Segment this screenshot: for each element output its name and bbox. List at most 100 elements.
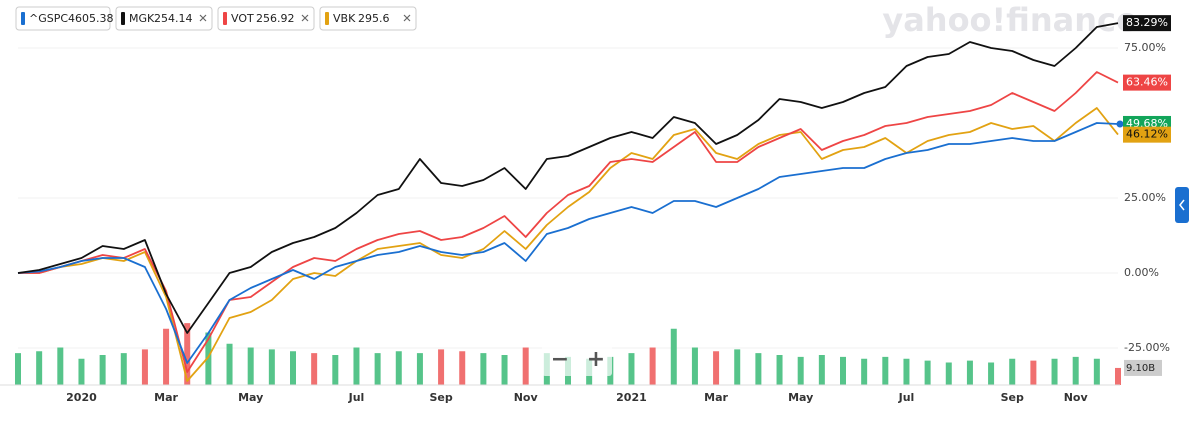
volume-bar: [57, 347, 64, 385]
volume-bar: [1030, 360, 1037, 385]
volume-bar: [691, 347, 698, 385]
volume-bar: [501, 355, 508, 385]
volume-bar: [628, 353, 635, 385]
volume-label-bg: [1124, 359, 1162, 376]
legend-price[interactable]: 295.6: [358, 12, 390, 25]
x-tick-label: Jul: [348, 391, 365, 404]
x-tick-label: Mar: [154, 391, 178, 404]
volume-bar: [247, 347, 254, 385]
volume-bar: [459, 351, 466, 385]
series-line: [18, 71, 1119, 373]
x-tick-label: Mar: [704, 391, 728, 404]
x-tick-label: May: [238, 391, 263, 404]
zoom-bg: [542, 344, 612, 376]
volume-bar: [776, 355, 783, 385]
volume-bar: [141, 349, 148, 385]
volume-bar: [861, 358, 868, 385]
volume-bar: [15, 353, 21, 385]
volume-bar: [99, 355, 106, 385]
legend-swatch[interactable]: [121, 12, 125, 25]
volume-bar: [882, 356, 889, 385]
volume-bar: [226, 343, 233, 385]
volume-bar: [649, 347, 656, 385]
volume-bar: [36, 351, 43, 385]
series-line: [17, 122, 1119, 364]
x-tick-label: Sep: [1001, 391, 1024, 404]
side-tab-icon[interactable]: [1179, 199, 1185, 211]
volume-label: 9.10B: [1126, 363, 1155, 374]
end-dot: [1116, 120, 1124, 128]
legend-pill[interactable]: [115, 6, 213, 31]
legend-pill[interactable]: [319, 6, 417, 31]
x-tick-label: 2020: [66, 391, 97, 404]
volume-bar: [416, 353, 423, 385]
volume-bar: [78, 358, 85, 385]
end-label: 83.29%: [1126, 16, 1168, 29]
x-tick-label: Jul: [898, 391, 915, 404]
volume-bar: [353, 347, 360, 385]
x-tick-label: May: [788, 391, 813, 404]
legend-item[interactable]: VBK 295.6: [319, 6, 417, 31]
legend-item[interactable]: MGK 254.14: [115, 6, 213, 31]
series-line: [17, 22, 1119, 334]
volume-bar: [818, 355, 825, 385]
legend-swatch[interactable]: [223, 12, 227, 25]
volume-bar: [374, 353, 381, 385]
volume-bar: [1009, 358, 1016, 385]
legend-close[interactable]: [199, 14, 207, 22]
legend-name[interactable]: ^GSPC: [29, 12, 68, 25]
series-line: [18, 107, 1119, 382]
watermark: yahoo!finance: [882, 1, 1137, 39]
volume-bar: [924, 360, 931, 385]
x-tick-label: Nov: [514, 391, 539, 404]
y-tick-label: 0.00%: [1124, 266, 1159, 279]
legend-pill[interactable]: [217, 6, 315, 31]
volume-bar: [1115, 367, 1121, 385]
volume-bar: [797, 356, 804, 385]
volume-bar: [332, 355, 339, 385]
grid: [18, 47, 1118, 349]
end-label: 63.46%: [1126, 76, 1168, 89]
legend-name[interactable]: VOT: [231, 12, 254, 25]
volume-bar: [945, 362, 952, 385]
legend-price[interactable]: 254.14: [154, 12, 193, 25]
volume-bar: [120, 353, 127, 385]
volume-bar: [522, 347, 529, 385]
volume-bar: [395, 351, 402, 385]
volume-bar: [438, 349, 445, 385]
legend-pill[interactable]: [15, 6, 111, 31]
side-tab-bg[interactable]: [1175, 187, 1189, 223]
legend-swatch[interactable]: [21, 12, 25, 25]
legend-item[interactable]: VOT 256.92: [217, 6, 315, 31]
volume-bar: [713, 351, 720, 385]
volume-bar: [734, 349, 741, 385]
volume-bar: [966, 360, 973, 385]
legend-name[interactable]: MGK: [129, 12, 155, 25]
end-label-bg: [1123, 126, 1171, 143]
zoom-in[interactable]: +: [587, 347, 605, 372]
volume-bar: [755, 353, 762, 385]
zoom-out[interactable]: −: [551, 347, 569, 372]
legend-price[interactable]: 256.92: [256, 12, 295, 25]
end-label-bg: [1123, 15, 1171, 32]
volume-bar: [988, 362, 995, 385]
legend-swatch[interactable]: [325, 12, 329, 25]
volume-bar: [1093, 358, 1100, 385]
legend-price[interactable]: 4605.38: [68, 12, 114, 25]
lines: [17, 22, 1124, 382]
volume-bar: [480, 353, 487, 385]
side-tab[interactable]: [1175, 187, 1189, 223]
volume-bar: [670, 328, 677, 385]
legend-close[interactable]: [301, 14, 309, 22]
y-tick-label: 75.00%: [1124, 41, 1166, 54]
legend-name[interactable]: VBK: [333, 12, 356, 25]
end-label-bg: [1123, 74, 1171, 91]
x-tick-label: Sep: [429, 391, 452, 404]
legend-item[interactable]: ^GSPC 4605.38: [15, 6, 114, 31]
volume-bar: [903, 358, 910, 385]
volume-bar: [184, 323, 191, 385]
legend-close[interactable]: [403, 14, 411, 22]
volume-bar: [840, 356, 846, 385]
zoom-controls: − +: [542, 344, 612, 376]
